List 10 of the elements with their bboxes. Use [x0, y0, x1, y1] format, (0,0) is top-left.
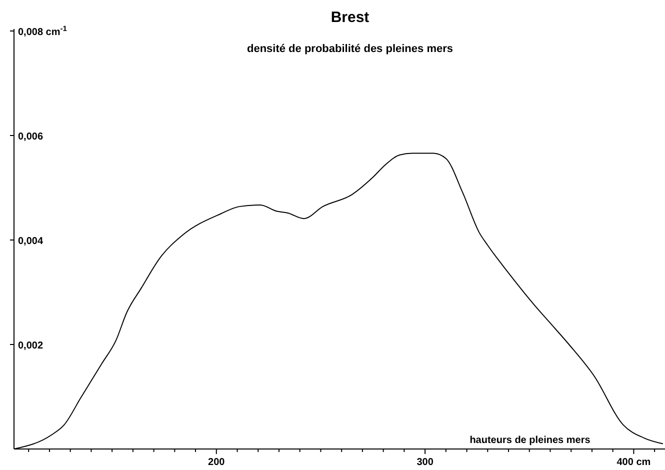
y-tick-label: 0,002 [18, 340, 44, 352]
text: densité de probabilité des pleines mers [246, 43, 454, 55]
y-tick-label: 0,006 [18, 132, 44, 142]
x-tick-label: 200 [208, 457, 226, 468]
chart-title: Brest [330, 9, 370, 26]
x-tick-label: 300 [416, 457, 434, 468]
x-axis-title: hauteurs de pleines mers [470, 435, 591, 446]
y-tick-label: 0,004 [18, 236, 44, 247]
y-tick-label: 0,008 cm$^{-1}$ [18, 24, 67, 38]
x-tick-label: 400 cm [616, 457, 651, 468]
